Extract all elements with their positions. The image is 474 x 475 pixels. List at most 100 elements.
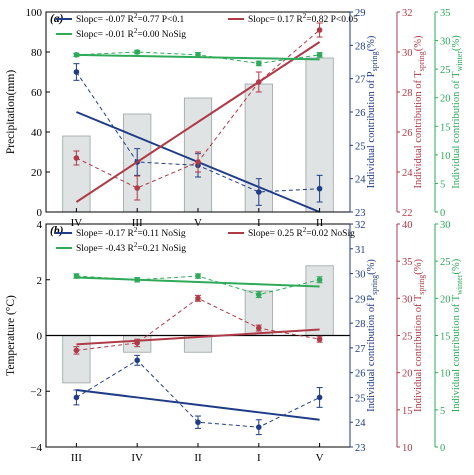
panel-a-yright-1-ticklabel-0: 22 <box>402 208 413 219</box>
panel-a-series-2-point-1 <box>134 49 140 55</box>
panel-b-series-2-point-1 <box>134 276 140 283</box>
panel-a-series-1-trend-line <box>75 41 321 203</box>
panel-a-series-0-point-0 <box>73 69 80 75</box>
panel-a-yright-2-ticklabel-2: 10 <box>440 151 451 162</box>
panel-a-legend-text-0: Slopc= -0.07 R2=0.77 P<0.1 <box>76 12 184 25</box>
panel-b-yright-label-0: Individual contribution of Pspring(%) <box>366 259 379 412</box>
panel-a-series-1-point-0 <box>73 155 80 161</box>
panel-a-series-1-point-1 <box>134 185 140 191</box>
panel-b-yright-2-ticklabel-3: 15 <box>440 332 451 343</box>
panel-a-yright-0-ticklabel-2: 25 <box>355 141 366 152</box>
panel-b-yright-0-ticklabel-9: 32 <box>355 220 366 231</box>
panel-a-yright-label-0: Individual contribution of Pspring(%) <box>366 35 379 188</box>
panel-b-series-0-dashed-line <box>76 359 320 428</box>
panel-b-legend-text-0: Slope= -0.17 R2=0.11 NoSig <box>76 226 186 239</box>
panel-b-yleft-ticklabel-4: 4 <box>37 219 43 231</box>
panel-a-yright-0-ticklabel-3: 26 <box>355 108 366 119</box>
panel-b-series-2-point-3 <box>255 291 262 298</box>
panel-a-yright-label-1: Individual contribution of Tspring(%) <box>413 35 426 189</box>
panel-b-series-1-point-2 <box>195 295 201 302</box>
panel-a-series-2-point-2 <box>195 52 201 58</box>
panel-b-series-2-point-4 <box>316 276 323 283</box>
panel-a-xticklabel-2: V <box>194 217 202 229</box>
panel-b-bar-4 <box>305 265 334 336</box>
panel-b-yright-2-ticklabel-0: 0 <box>440 443 445 454</box>
panel-a-series-2-point-4 <box>316 52 323 58</box>
panel-a-yleft-ticklabel-4: 80 <box>31 47 43 59</box>
panel-a-bar-0 <box>62 135 91 213</box>
panel-a-yright-2-ticklabel-0: 0 <box>440 208 445 219</box>
panel-a-series-2-point-0 <box>73 52 80 58</box>
panel-a-legend-text-1: Slopc= 0.17 R2=0.82 P<0.05 <box>248 12 358 25</box>
panel-a-yright-1-ticklabel-3: 28 <box>402 88 413 99</box>
panel-a-yright-0-ticklabel-5: 28 <box>355 41 366 52</box>
panel-b-yright-2-ticklabel-4: 20 <box>440 294 451 305</box>
panel-b-series-0-point-0 <box>73 394 80 401</box>
panel-b-series-0-point-2 <box>195 419 201 426</box>
panel-b-yleft-ticklabel-0: −4 <box>30 442 42 454</box>
panel-b-yright-2-ticklabel-6: 30 <box>440 220 451 231</box>
panel-a-yright-1-ticklabel-1: 24 <box>402 168 413 179</box>
panel-b-legend-text-1: Slope= 0.25 R2=0.02 NoSig <box>248 226 355 239</box>
panel-b-yright-1-ticklabel-6: 40 <box>402 220 413 231</box>
panel-a-series-2-point-3 <box>255 60 262 67</box>
panel-b-yright-0-ticklabel-6: 29 <box>355 294 366 305</box>
panel-b-yright-2-ticklabel-1: 5 <box>440 406 445 417</box>
panel-a-yright-2-ticklabel-6: 30 <box>440 37 451 48</box>
panel-a-yright-2-ticklabel-3: 15 <box>440 122 451 133</box>
panel-a-yleft-ticklabel-0: 0 <box>37 207 43 219</box>
panel-b-yright-0-ticklabel-1: 24 <box>355 418 366 429</box>
panel-a-yright-2-ticklabel-1: 5 <box>440 179 445 190</box>
panel-b-label: (b) <box>50 225 64 237</box>
panel-b-yright-1-ticklabel-2: 20 <box>402 369 413 380</box>
panel-b-yright-0-ticklabel-3: 26 <box>355 369 366 380</box>
panel-a-series-0-point-3 <box>255 189 262 195</box>
panel-b-series-1-point-4 <box>316 336 323 343</box>
panel-b-yright-2-ticklabel-2: 10 <box>440 369 451 380</box>
panel-a-xticklabel-3: I <box>257 217 261 229</box>
panel-b-yleft-label: Temperature (°C) <box>5 295 17 376</box>
panel-a-yright-0-ticklabel-6: 29 <box>355 8 366 19</box>
panel-a-xticklabel-0: IV <box>71 217 83 229</box>
panel-b-series-0-point-4 <box>316 394 323 401</box>
panel-b-yleft-ticklabel-1: −2 <box>30 386 42 398</box>
panel-b-yright-0-ticklabel-7: 30 <box>355 270 366 281</box>
panel-b-yright-0-ticklabel-2: 25 <box>355 393 366 404</box>
panel-b-yright-1-ticklabel-0: 10 <box>402 443 413 454</box>
panel-b-xticklabel-0: III <box>71 452 82 464</box>
panel-b-xticklabel-1: IV <box>131 452 143 464</box>
panel-b-xticklabel-4: V <box>316 452 324 464</box>
panel-a-xticklabel-4: II <box>316 217 324 229</box>
panel-b-yright-1-ticklabel-1: 15 <box>402 406 413 417</box>
panel-a-yright-0-ticklabel-0: 23 <box>355 208 366 219</box>
panel-a-series-1-point-3 <box>255 79 262 85</box>
panel-b-series-2-trend-line <box>76 276 320 288</box>
panel-b-yleft-ticklabel-3: 2 <box>37 275 43 287</box>
panel-b-xticklabel-2: II <box>194 452 202 464</box>
panel-b-yright-label-2: Individual contribution of Twinter(%) <box>451 258 464 412</box>
panel-b-series-0-point-3 <box>255 424 262 430</box>
panel-a-xticklabel-1: III <box>132 217 143 229</box>
panel-a-yleft-ticklabel-1: 20 <box>31 167 43 179</box>
panel-a-series-1-point-2 <box>195 159 201 165</box>
panel-a-yright-1-ticklabel-2: 26 <box>402 128 413 139</box>
panel-a-yleft-ticklabel-3: 60 <box>31 87 43 99</box>
panel-b-yright-2-ticklabel-5: 25 <box>440 257 451 268</box>
panel-a-yleft-ticklabel-5: 100 <box>26 7 43 19</box>
panel-b-series-0-trend-line <box>76 389 320 421</box>
panel-b-yleft-ticklabel-2: 0 <box>37 331 43 343</box>
panel-b-series-2-point-0 <box>73 273 80 279</box>
panel-a-yleft-label: Precipitation(mm) <box>5 70 17 154</box>
panel-a-yleft-ticklabel-2: 40 <box>31 127 43 139</box>
panel-a-yright-2-ticklabel-5: 25 <box>440 65 451 76</box>
panel-b-yright-0-ticklabel-5: 28 <box>355 319 366 330</box>
panel-b-bar-0 <box>62 335 91 384</box>
panel-b-series-1-point-0 <box>73 347 80 354</box>
panel-b-xticklabel-3: I <box>257 452 261 464</box>
panel-b-legend-text-2: Slope= -0.43 R2=0.21 NoSig <box>76 241 186 254</box>
panel-a-yright-1-ticklabel-5: 32 <box>402 8 413 19</box>
panel-b-yright-1-ticklabel-5: 35 <box>402 257 413 268</box>
panel-a-yright-0-ticklabel-1: 24 <box>355 175 366 186</box>
panel-a-series-1-point-4 <box>316 27 323 33</box>
